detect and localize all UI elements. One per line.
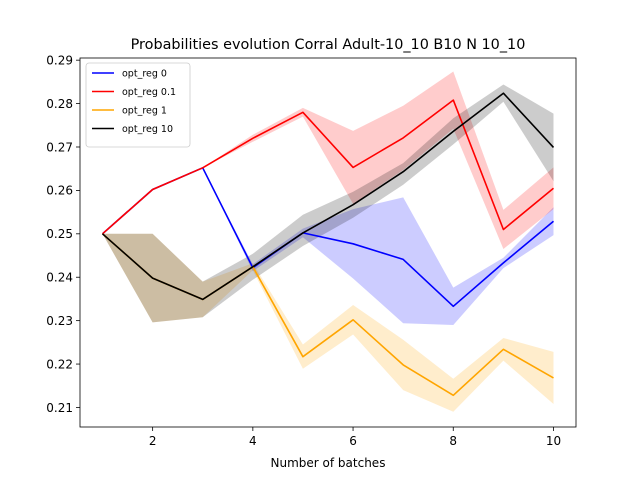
confidence-band-2 <box>102 233 554 412</box>
x-tick-label: 6 <box>349 434 357 448</box>
legend-box <box>85 62 191 148</box>
y-tick-label: 0.29 <box>46 53 73 67</box>
y-tick-label: 0.26 <box>46 184 73 198</box>
y-tick-label: 0.23 <box>46 314 73 328</box>
legend-label-2: opt_reg 1 <box>122 106 167 117</box>
series-line-1 <box>101 99 555 235</box>
y-tick-label: 0.25 <box>46 227 73 241</box>
plot-frame <box>79 57 577 428</box>
series-line-3 <box>101 92 555 301</box>
y-tick-label: 0.22 <box>46 357 73 371</box>
legend: opt_reg 0 opt_reg 0.1 opt_reg 1 opt_reg 10 <box>85 62 191 148</box>
y-tick-label: 0.21 <box>46 401 73 415</box>
x-axis: 2 4 6 8 10 <box>149 427 561 448</box>
confidence-band-0 <box>102 167 554 325</box>
x-tick-label: 2 <box>149 434 157 448</box>
confidence-bands <box>102 71 554 412</box>
confidence-band-1 <box>102 71 554 249</box>
legend-label-0: opt_reg 0 <box>122 69 167 80</box>
y-tick-label: 0.27 <box>46 140 73 154</box>
x-axis-label: Number of batches <box>271 456 386 470</box>
legend-label-1: opt_reg 0.1 <box>122 87 176 98</box>
series-lines <box>101 92 555 397</box>
x-tick-label: 10 <box>546 434 561 448</box>
y-tick-label: 0.24 <box>46 271 73 285</box>
confidence-band-3 <box>102 84 554 323</box>
y-tick-label: 0.28 <box>46 97 73 111</box>
chart-title: Probabilities evolution Corral Adult-10_… <box>131 37 526 53</box>
y-axis: 0.21 0.22 0.23 0.24 0.25 0.26 0.27 0.28 0.29 <box>46 53 80 415</box>
x-tick-label: 4 <box>249 434 257 448</box>
x-tick-label: 8 <box>449 434 457 448</box>
legend-label-3: opt_reg 10 <box>122 124 173 135</box>
